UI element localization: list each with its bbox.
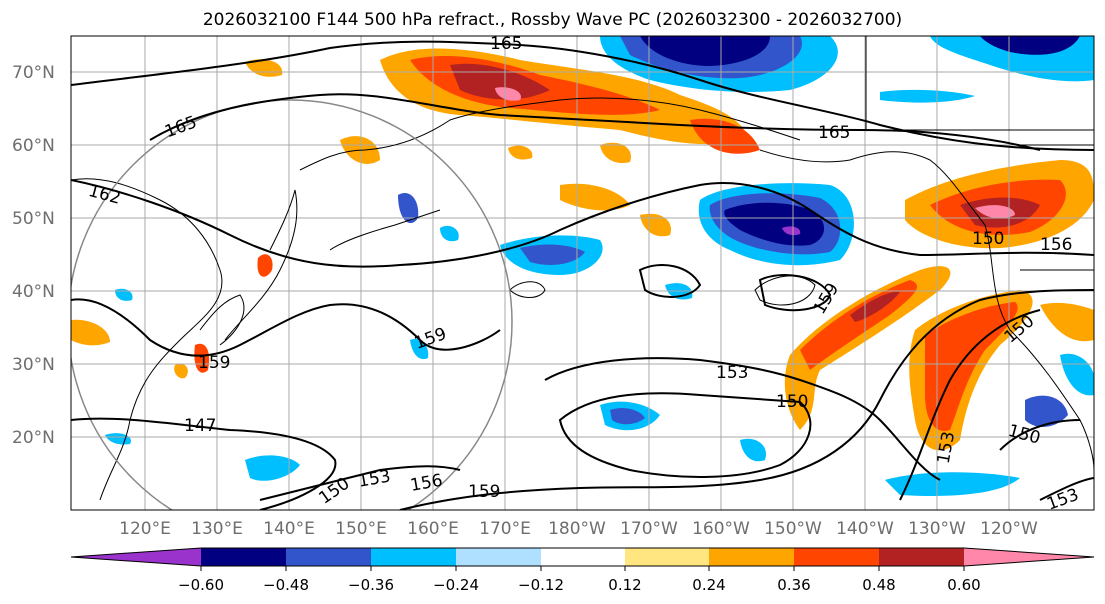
chart-title: 2026032100 F144 500 hPa refract., Rossby…: [202, 10, 903, 30]
lon-label: 150°W: [764, 519, 822, 539]
colorbar-ticks: [200, 566, 965, 571]
colorbar-segment: [201, 548, 286, 566]
lon-label: 140°W: [836, 519, 894, 539]
colorbar-left-extension: [71, 548, 201, 566]
graticule: [71, 36, 1094, 510]
lat-label: 40°N: [12, 282, 55, 302]
map-frame: [70, 35, 1095, 511]
lon-label: 170°E: [479, 519, 531, 539]
coastlines: [71, 36, 1094, 501]
lon-label: 180°W: [548, 519, 606, 539]
colorbar-tick-label: 0.36: [777, 576, 810, 594]
colorbar-segment: [625, 548, 709, 566]
lat-labels: 70°N 60°N 50°N 40°N 30°N 20°N: [12, 63, 55, 448]
lon-label: 120°E: [119, 519, 171, 539]
colorbar-tick-label: 0.12: [608, 576, 641, 594]
colorbar-segment: [371, 548, 456, 566]
colorbar-segment: [541, 548, 625, 566]
colorbar-tick-label: 0.60: [947, 576, 980, 594]
colorbar-tick-label: −0.60: [178, 576, 224, 594]
colorbar-segment: [794, 548, 879, 566]
colorbar-segment: [709, 548, 794, 566]
contour-label: 150: [776, 392, 808, 412]
lat-label: 30°N: [12, 355, 55, 375]
lon-label: 130°E: [191, 519, 243, 539]
colorbar-tick-label: −0.12: [518, 576, 564, 594]
lon-label: 130°W: [908, 519, 966, 539]
contour-label: 165: [818, 123, 850, 143]
contour-label: 159: [198, 353, 230, 373]
lat-label: 20°N: [12, 428, 55, 448]
height-contours: [71, 40, 1094, 510]
colorbar-right-extension: [964, 548, 1094, 566]
colorbar-tick-labels: −0.60 −0.48 −0.36 −0.24 −0.12 0.12 0.24 …: [178, 576, 981, 594]
lon-label: 160°E: [407, 519, 459, 539]
lat-label: 60°N: [12, 136, 55, 156]
colorbar-segment: [456, 548, 541, 566]
lat-label: 70°N: [12, 63, 55, 83]
contour-label: 150: [972, 229, 1004, 249]
colorbar-tick-label: −0.36: [348, 576, 394, 594]
lon-labels: 120°E 130°E 140°E 150°E 160°E 170°E 180°…: [119, 519, 1038, 539]
contour-label: 153: [716, 363, 748, 383]
colorbar-segment: [879, 548, 964, 566]
lon-label: 170°W: [620, 519, 678, 539]
colorbar-tick-label: −0.24: [433, 576, 479, 594]
contour-label: 159: [468, 482, 500, 502]
colorbar-segment: [286, 548, 371, 566]
lon-label: 160°W: [692, 519, 750, 539]
colorbar: −0.60 −0.48 −0.36 −0.24 −0.12 0.12 0.24 …: [70, 547, 1095, 594]
lon-label: 140°E: [263, 519, 315, 539]
contour-label: 156: [1040, 235, 1072, 255]
colorbar-tick-label: −0.48: [263, 576, 309, 594]
region-circle: [71, 99, 513, 510]
colorbar-tick-label: 0.48: [862, 576, 895, 594]
contour-label: 165: [490, 34, 522, 54]
map-contents: [71, 36, 1094, 510]
contour-label: 147: [184, 416, 216, 436]
lon-label: 120°W: [980, 519, 1038, 539]
colorbar-tick-label: 0.24: [692, 576, 725, 594]
lon-label: 150°E: [335, 519, 387, 539]
lat-label: 50°N: [12, 209, 55, 229]
